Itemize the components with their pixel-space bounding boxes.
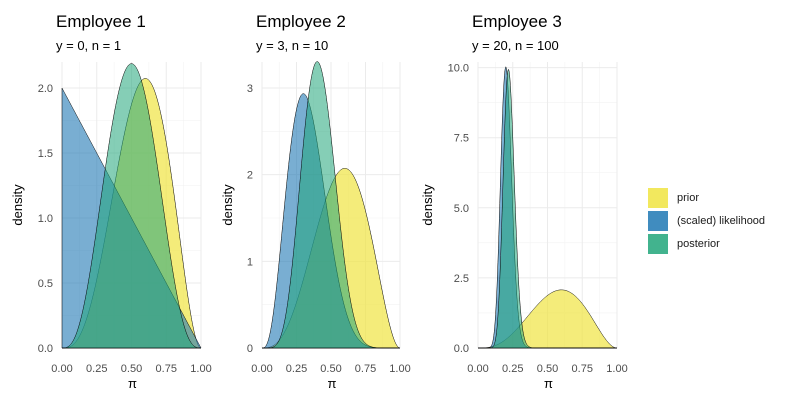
x-tick-label: 0.00 [467, 363, 488, 375]
y-axis-title: density [420, 184, 435, 226]
x-tick-label: 0.50 [537, 363, 558, 375]
density-area-posterior [62, 63, 201, 349]
y-tick-label: 0 [247, 343, 253, 355]
legend-key-prior [648, 187, 668, 208]
x-tick-label: 0.25 [86, 363, 107, 375]
panel-3: 0.00 0.25 0.50 0.75 1.00 0.0 2.5 5.0 7.5 10.0 π den… [420, 62, 628, 391]
y-tick-label: 0.0 [38, 343, 53, 355]
y-tick-label: 0.5 [38, 278, 53, 290]
legend-key-posterior [648, 233, 668, 254]
y-tick-label: 1 [247, 256, 253, 268]
x-tick-label: 0.25 [286, 363, 307, 375]
x-tick-label: 0.00 [251, 363, 272, 375]
legend-item-prior: prior [648, 186, 765, 209]
x-tick-label: 0.75 [572, 363, 593, 375]
panel-1-title: Employee 1 [56, 12, 146, 31]
legend-label-likelihood: (scaled) likelihood [677, 214, 766, 227]
x-tick-label: 0.00 [51, 363, 72, 375]
y-tick-label: 2.5 [454, 273, 469, 285]
panel-2-title: Employee 2 [256, 12, 346, 31]
y-tick-label: 1.0 [38, 213, 53, 225]
y-tick-label: 10.0 [448, 63, 469, 75]
x-tick-label: 0.25 [502, 363, 523, 375]
legend-label-posterior: posterior [677, 237, 720, 250]
y-tick-label: 2.0 [38, 83, 53, 95]
legend-item-posterior: posterior [648, 232, 765, 255]
x-axis-title: π [128, 376, 137, 391]
panel-3-subtitle: y = 20, n = 100 [472, 38, 559, 53]
density-area-posterior [262, 61, 400, 349]
legend-label-prior: prior [677, 191, 700, 204]
x-tick-label: 1.00 [190, 363, 211, 375]
panel-2: 0.00 0.25 0.50 0.75 1.00 0 1 2 3 π density [220, 61, 411, 391]
x-tick-label: 0.50 [320, 363, 341, 375]
panel-3-title: Employee 3 [472, 12, 562, 31]
panel-2-subtitle: y = 3, n = 10 [256, 38, 329, 53]
legend-item-likelihood: (scaled) likelihood [648, 209, 765, 232]
panel-1: 0.00 0.25 0.50 0.75 1.00 0.0 0.5 1.0 1.5 2.0 π dens… [10, 62, 212, 391]
legend-key-likelihood [648, 210, 668, 231]
y-tick-label: 2 [247, 170, 253, 182]
panel-1-subtitle: y = 0, n = 1 [56, 38, 122, 53]
x-tick-label: 0.75 [156, 363, 177, 375]
x-tick-label: 1.00 [606, 363, 627, 375]
x-tick-label: 0.75 [355, 363, 376, 375]
y-tick-label: 7.5 [454, 133, 469, 145]
y-tick-label: 1.5 [38, 148, 53, 160]
y-axis-title: density [10, 184, 25, 226]
density-area-posterior [478, 68, 617, 349]
y-tick-label: 0.0 [454, 343, 469, 355]
x-tick-label: 1.00 [389, 363, 410, 375]
legend: prior (scaled) likelihood posterior [648, 186, 765, 255]
x-tick-label: 0.50 [121, 363, 142, 375]
y-axis-title: density [220, 184, 235, 226]
x-axis-title: π [328, 376, 337, 391]
y-tick-label: 3 [247, 83, 253, 95]
y-tick-label: 5.0 [454, 203, 469, 215]
x-axis-title: π [544, 376, 553, 391]
